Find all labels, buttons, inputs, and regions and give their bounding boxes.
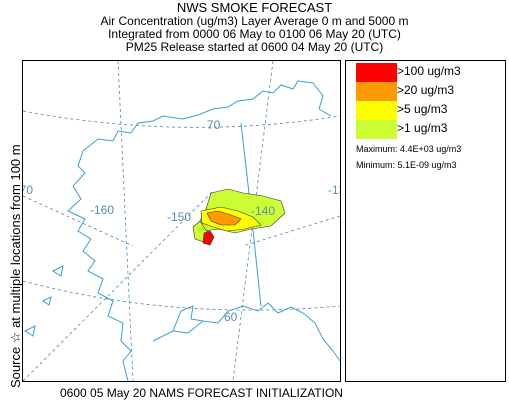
maximum-value: Maximum: 4.4E+03 ug/m3 (356, 144, 462, 154)
release-info: PM25 Release started at 0600 04 May 20 (… (125, 40, 384, 54)
longitude-label-130: -130 (328, 183, 340, 197)
coastline-north (82, 80, 332, 152)
longitude-label-170: -170 (23, 183, 33, 197)
coastline-west (67, 150, 132, 382)
legend-item-100: >100 ug/m3 (356, 63, 506, 82)
concentration-description: Air Concentration (ug/m3) Layer Average … (100, 14, 409, 28)
legend-label-1: >1 ug/m3 (397, 121, 448, 135)
forecast-initialization: 0600 05 May 20 NAMS FORECAST INITIALIZAT… (60, 386, 343, 400)
latitude-label-70: 70 (207, 118, 221, 132)
latitude-line-60 (22, 280, 341, 311)
integration-period: Integrated from 0000 06 May to 0100 06 M… (108, 27, 401, 41)
alaska-map: -170 -160 -150 -140 -130 70 60 (9, 60, 352, 382)
latitude-line-70 (22, 110, 341, 128)
legend-swatch-1 (356, 120, 397, 139)
longitude-label-160: -160 (90, 203, 114, 217)
longitude-label-140: -140 (251, 204, 275, 218)
legend-label-100: >100 ug/m3 (397, 64, 461, 78)
legend-swatch-100 (356, 63, 397, 82)
islands (23, 265, 64, 337)
latitude-label-60: 60 (224, 310, 238, 324)
longitude-line-170 (22, 195, 134, 247)
legend-item-1: >1 ug/m3 (356, 120, 506, 139)
coastline (23, 80, 341, 382)
plume-100ug-contour (202, 230, 215, 246)
longitude-line-150 (22, 190, 214, 382)
map-title: NWS SMOKE FORECAST (176, 0, 333, 15)
coastline-south (152, 302, 341, 362)
legend-label-20: >20 ug/m3 (397, 83, 455, 97)
minimum-value: Minimum: 5.1E-09 ug/m3 (356, 160, 457, 170)
graticule (22, 60, 341, 382)
smoke-plume (192, 188, 286, 246)
plume-20ug-contour (206, 210, 242, 226)
legend-swatch-5 (356, 101, 397, 120)
legend-panel: >100 ug/m3 >20 ug/m3 >5 ug/m3 >1 ug/m3 M… (345, 60, 506, 382)
longitude-label-150: -150 (167, 210, 191, 224)
legend-swatch-20 (356, 82, 397, 101)
map-panel: -170 -160 -150 -140 -130 70 60 (9, 60, 352, 382)
legend-item-20: >20 ug/m3 (356, 82, 506, 101)
longitude-line-160 (117, 60, 134, 382)
longitude-line-140 (242, 215, 341, 247)
coastline-inlet (172, 305, 204, 332)
legend-label-5: >5 ug/m3 (397, 102, 448, 116)
legend-item-5: >5 ug/m3 (356, 101, 506, 120)
